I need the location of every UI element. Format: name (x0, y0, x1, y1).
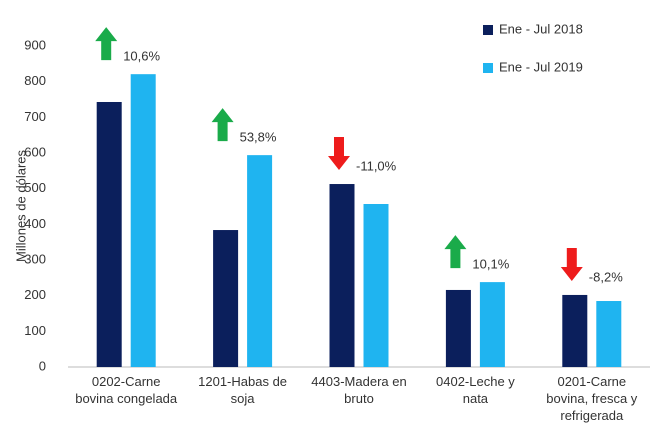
arrow-down (560, 247, 583, 281)
annotation: -8,2% (589, 269, 623, 284)
bar (479, 282, 505, 367)
x-tick-label: 0201-Carne bovina, fresca y refrigerada (546, 374, 638, 423)
bar (213, 230, 239, 367)
y-axis-label: Millones de dólares (13, 150, 28, 263)
legend-label: Ene - Jul 2019 (499, 59, 583, 74)
bar (562, 294, 588, 367)
x-tick-label: 0202-Carne bovina congelada (75, 374, 178, 406)
annotation: 53,8% (240, 130, 277, 145)
y-tick-label: 0 (39, 358, 46, 373)
y-tick-label: 500 (24, 180, 46, 195)
legend-swatch (483, 25, 493, 35)
y-tick-label: 600 (24, 144, 46, 159)
bar (130, 74, 156, 367)
bar (596, 301, 622, 367)
y-tick-label: 400 (24, 216, 46, 231)
x-tick-label: 4403-Madera en bruto (311, 374, 407, 406)
y-tick-label: 900 (24, 37, 46, 52)
y-tick-label: 300 (24, 251, 46, 266)
y-tick-label: 100 (24, 323, 46, 338)
bar (445, 289, 471, 367)
y-tick-label: 800 (24, 73, 46, 88)
arrow-down (328, 137, 350, 171)
bar (247, 155, 273, 367)
bar (363, 204, 389, 367)
annotation: -11,0% (356, 158, 397, 173)
arrow-up (211, 108, 234, 142)
annotation: 10,6% (123, 49, 160, 64)
arrow-up (95, 27, 118, 61)
bar (96, 101, 122, 367)
x-tick-label: 1201-Habas de soja (198, 374, 288, 406)
y-tick-label: 700 (24, 109, 46, 124)
arrow-up (444, 235, 467, 269)
x-tick-label: 0402-Leche y nata (436, 374, 515, 406)
legend-swatch (483, 63, 493, 73)
bar (329, 184, 355, 367)
annotation: 10,1% (472, 257, 509, 272)
legend-label: Ene - Jul 2018 (499, 21, 583, 36)
y-tick-label: 200 (24, 287, 46, 302)
